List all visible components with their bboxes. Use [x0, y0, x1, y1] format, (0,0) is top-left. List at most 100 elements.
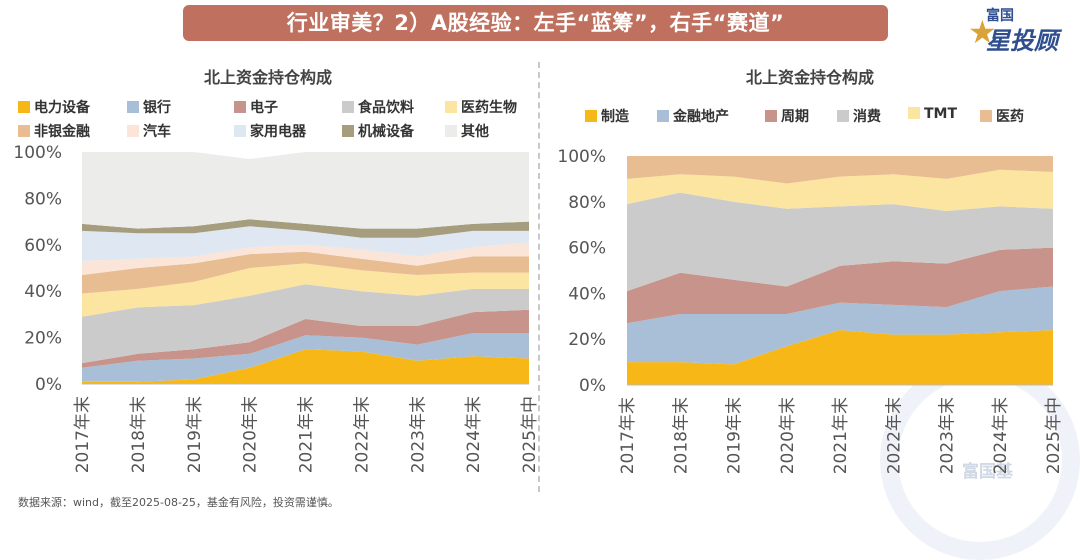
left-stacked-area-chart: 0% 20% 40% 60% 80% 100% 2017年末 2018年末 2019年末 2020… — [13, 143, 540, 473]
right-stacked-area-chart: 0% 20% 40% 60% 80% 100% 2017年末 2018年末 2019年末 2020… — [557, 147, 1064, 474]
x-tick-label: 2025年中 — [1044, 397, 1064, 474]
legend-item: 消费 — [837, 106, 881, 126]
area-series-4 — [627, 169, 1053, 211]
area-series-5 — [82, 251, 529, 294]
legend-swatch — [127, 101, 139, 113]
right-chart-title: 北上资金持仓构成 — [745, 68, 874, 87]
legend-label: 周期 — [781, 109, 809, 125]
area-series-1 — [627, 286, 1053, 365]
x-tick-label: 2023年末 — [938, 397, 958, 474]
x-tick-label: 2022年末 — [352, 396, 372, 473]
legend-swatch — [908, 107, 920, 119]
legend-swatch — [127, 125, 139, 137]
legend-swatch — [445, 125, 457, 137]
x-tick-label: 2025年中 — [520, 396, 540, 473]
legend-label: 银行 — [143, 100, 171, 116]
y-tick-label: 20% — [568, 330, 606, 350]
legend-label: 医药生物 — [461, 100, 517, 116]
legend-label: 电力设备 — [34, 100, 90, 116]
legend-label: 电子 — [250, 100, 278, 116]
y-tick-label: 40% — [568, 284, 606, 304]
y-tick-label: 0% — [579, 376, 606, 396]
area-series-5 — [627, 156, 1053, 184]
legend-item: 机械设备 — [342, 121, 414, 141]
y-tick-label: 60% — [568, 239, 606, 259]
logo-line2: 星投顾 — [986, 27, 1058, 55]
x-tick-label: 2019年末 — [185, 396, 205, 473]
y-tick-label: 80% — [24, 189, 62, 209]
legend-swatch — [234, 101, 246, 113]
area-series-4 — [82, 263, 529, 317]
area-series-7 — [82, 226, 529, 261]
x-tick-label: 2022年末 — [884, 397, 904, 474]
x-tick-label: 2020年末 — [241, 396, 261, 473]
legend-label: 机械设备 — [358, 124, 414, 140]
legend-swatch — [657, 110, 669, 122]
x-tick-label: 2024年末 — [991, 397, 1011, 474]
area-series-8 — [82, 219, 529, 238]
area-series-3 — [82, 284, 529, 364]
x-tick-label: 2017年末 — [618, 397, 638, 474]
legend-item: 医药 — [980, 106, 1024, 126]
y-tick-label: 100% — [557, 147, 606, 167]
area-series-6 — [82, 242, 529, 275]
legend-swatch — [234, 125, 246, 137]
legend-label: 非银金融 — [34, 124, 90, 140]
legend-item: 家用电器 — [234, 121, 306, 141]
legend-item: 电子 — [234, 97, 278, 117]
legend-swatch — [837, 110, 849, 122]
y-tick-label: 60% — [24, 236, 62, 256]
legend-swatch — [585, 110, 597, 122]
legend-label: 食品饮料 — [358, 100, 414, 116]
legend-item: 食品饮料 — [342, 97, 414, 117]
y-tick-label: 20% — [24, 329, 62, 349]
x-tick-label: 2018年末 — [129, 396, 149, 473]
x-tick-label: 2017年末 — [73, 396, 93, 473]
legend-item: 周期 — [765, 106, 809, 126]
data-source-note: 数据来源：wind，截至2025-08-25，基金有风险，投资需谨慎。 — [18, 496, 339, 509]
brand-logo: ★ 富国 星投顾 — [968, 3, 1074, 55]
legend-item: TMT — [908, 106, 957, 122]
legend-label: 汽车 — [143, 124, 171, 140]
area-series-3 — [627, 192, 1053, 292]
legend-label: 其他 — [461, 124, 489, 140]
page-banner-title: 行业审美？2）A股经验：左手“蓝筹”，右手“赛道” — [183, 5, 888, 41]
legend-label: TMT — [924, 106, 958, 122]
legend-label: 金融地产 — [673, 109, 729, 125]
x-tick-label: 2021年末 — [297, 396, 317, 473]
legend-swatch — [445, 101, 457, 113]
legend-swatch — [765, 110, 777, 122]
x-tick-label: 2018年末 — [671, 397, 691, 474]
y-tick-label: 100% — [13, 143, 62, 163]
left-chart-title: 北上资金持仓构成 — [203, 68, 332, 87]
star-icon: ★ — [968, 13, 997, 51]
area-series-0 — [627, 330, 1053, 385]
y-tick-label: 0% — [35, 375, 62, 395]
legend-item: 银行 — [127, 97, 171, 117]
legend-swatch — [342, 125, 354, 137]
legend-swatch — [18, 101, 30, 113]
legend-swatch — [18, 125, 30, 137]
x-tick-label: 2019年末 — [725, 397, 745, 474]
legend-label: 消费 — [853, 109, 881, 125]
legend-item: 其他 — [445, 121, 489, 141]
legend-item: 金融地产 — [657, 106, 729, 126]
logo-line1: 富国 — [986, 8, 1014, 24]
legend-swatch — [980, 110, 992, 122]
area-series-0 — [82, 349, 529, 384]
watermark-text: 富国基 — [962, 462, 1013, 482]
legend-label: 医药 — [996, 109, 1024, 125]
legend-item: 制造 — [585, 106, 629, 126]
x-tick-label: 2024年末 — [464, 396, 484, 473]
area-series-1 — [82, 333, 529, 382]
x-tick-label: 2021年末 — [831, 397, 851, 474]
x-tick-label: 2023年末 — [408, 396, 428, 473]
y-tick-label: 80% — [568, 193, 606, 213]
area-series-2 — [627, 247, 1053, 324]
y-tick-label: 40% — [24, 282, 62, 302]
legend-item: 汽车 — [127, 121, 171, 141]
legend-label: 家用电器 — [250, 124, 306, 140]
x-tick-label: 2020年末 — [778, 397, 798, 474]
legend-item: 非银金融 — [18, 121, 90, 141]
legend-swatch — [342, 101, 354, 113]
